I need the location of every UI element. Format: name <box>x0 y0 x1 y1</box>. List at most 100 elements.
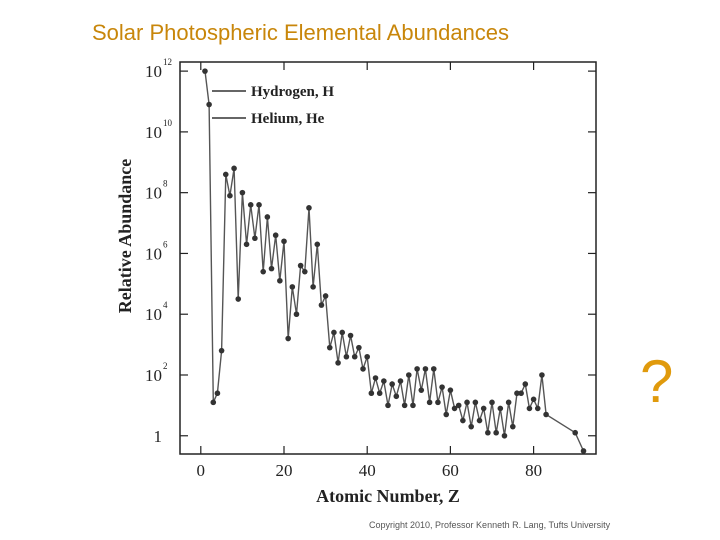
data-point <box>393 393 400 400</box>
data-point <box>302 268 308 275</box>
data-point <box>256 202 262 208</box>
data-point <box>314 241 321 248</box>
x-tick-label: 80 <box>525 461 542 480</box>
data-point <box>480 405 487 412</box>
data-point <box>347 332 354 339</box>
y-tick-exponent: 10 <box>163 118 173 128</box>
y-tick-exponent: 8 <box>163 179 168 189</box>
data-point <box>243 241 250 248</box>
data-point <box>306 205 312 211</box>
legend-label: Helium, He <box>251 111 325 127</box>
data-point <box>534 405 541 412</box>
data-point <box>356 344 362 351</box>
data-point <box>218 347 225 354</box>
data-point <box>231 165 237 172</box>
y-tick-exponent: 2 <box>163 361 168 371</box>
legend-label: Hydrogen, H <box>251 84 334 100</box>
data-point <box>443 411 450 418</box>
series-layer <box>202 68 587 454</box>
data-point <box>414 366 420 372</box>
data-point <box>460 417 466 424</box>
data-point <box>518 390 524 397</box>
data-point <box>397 378 404 384</box>
data-point <box>468 423 475 430</box>
x-tick-label: 20 <box>276 461 293 480</box>
data-point <box>497 405 504 412</box>
data-point <box>451 405 458 412</box>
x-axis-ticks: 0 20 40 60 80 <box>197 62 542 480</box>
legend: Hydrogen, H Helium, He <box>212 84 334 127</box>
data-point <box>235 296 242 302</box>
data-point <box>268 265 275 272</box>
data-point <box>580 448 587 454</box>
data-point <box>335 360 341 366</box>
data-point <box>426 399 433 406</box>
data-point <box>202 68 208 74</box>
x-axis-label: Atomic Number, Z <box>316 486 460 506</box>
data-point <box>239 189 246 196</box>
y-tick-label: 10 <box>145 62 162 81</box>
data-point <box>489 399 495 406</box>
data-point <box>310 284 316 290</box>
data-point <box>485 429 491 436</box>
data-point <box>381 378 387 384</box>
data-point <box>277 277 283 284</box>
data-point <box>222 171 229 178</box>
x-tick-label: 0 <box>197 461 206 480</box>
y-tick-label: 10 <box>145 244 162 263</box>
data-point <box>247 202 254 208</box>
data-point <box>331 329 337 336</box>
data-point <box>343 353 350 360</box>
data-point <box>326 344 333 351</box>
data-point <box>293 311 300 318</box>
data-point <box>543 411 549 418</box>
data-point <box>260 268 267 275</box>
data-point <box>472 399 479 406</box>
data-point <box>364 353 371 360</box>
y-tick-label: 10 <box>145 123 162 142</box>
data-point <box>206 101 212 108</box>
copyright-text: Copyright 2010, Professor Kenneth R. Lan… <box>369 520 611 530</box>
y-tick-exponent: 6 <box>163 239 168 249</box>
y-axis-label: Relative Abundance <box>115 159 135 314</box>
data-point <box>272 232 279 239</box>
data-point <box>285 335 291 342</box>
data-point <box>435 399 441 406</box>
data-point <box>281 238 287 245</box>
data-point <box>476 417 483 424</box>
data-point <box>264 214 271 220</box>
data-point <box>447 387 454 393</box>
data-point <box>214 390 221 397</box>
x-tick-label: 60 <box>442 461 459 480</box>
data-point <box>464 399 470 406</box>
data-point <box>368 390 375 397</box>
y-tick-exponent: 4 <box>163 300 168 310</box>
data-point <box>339 329 346 336</box>
data-point <box>530 396 537 403</box>
y-tick-label: 10 <box>145 184 162 203</box>
data-point <box>406 372 412 378</box>
y-tick-label: 10 <box>145 305 162 324</box>
data-point <box>410 402 416 409</box>
data-point <box>389 381 395 387</box>
data-point <box>430 366 437 372</box>
y-tick-label: 10 <box>145 366 162 385</box>
data-point <box>318 302 325 308</box>
data-point <box>322 293 329 299</box>
data-point <box>418 387 425 393</box>
data-point <box>372 375 379 381</box>
data-point <box>522 381 529 387</box>
data-point <box>376 390 383 397</box>
data-point <box>505 399 512 406</box>
data-point <box>572 429 578 436</box>
question-mark: ? <box>640 348 674 415</box>
data-point <box>252 235 258 242</box>
y-tick-exponent: 12 <box>163 57 172 67</box>
data-point <box>289 284 296 290</box>
data-point <box>422 366 429 372</box>
data-point <box>360 366 366 372</box>
data-point <box>401 402 408 409</box>
data-point <box>510 423 516 430</box>
